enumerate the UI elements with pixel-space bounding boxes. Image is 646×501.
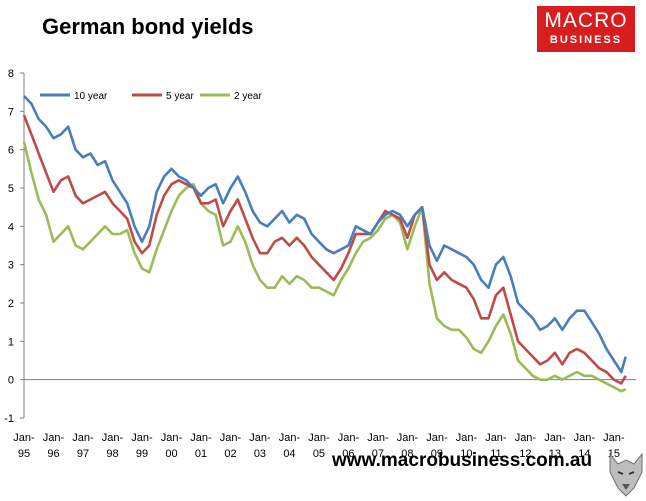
x-tick-label: 11 (490, 448, 501, 460)
x-tick-label: 13 (549, 448, 561, 460)
x-tick-label: 09 (431, 448, 443, 460)
macrobusiness-logo: MACRO BUSINESS (537, 6, 635, 52)
logo-line1: MACRO (544, 9, 628, 32)
x-tick-label: Jan- (161, 432, 183, 444)
logo-line2: BUSINESS (549, 34, 623, 46)
x-tick-label: 95 (18, 448, 30, 460)
x-tick-label: Jan- (544, 432, 566, 444)
y-tick-label: 3 (8, 260, 14, 272)
series-line-2-year (22, 141, 627, 393)
y-tick-label: 2 (8, 298, 14, 310)
x-tick-label: Jan- (308, 432, 330, 444)
x-tick-label: Jan- (220, 432, 242, 444)
y-tick-label: 5 (8, 183, 14, 195)
legend-label: 5 year (166, 91, 194, 102)
x-tick-label: 07 (372, 448, 384, 460)
x-tick-label: Jan- (43, 432, 65, 444)
legend-label: 10 year (74, 91, 108, 102)
y-tick-label: 8 (8, 68, 14, 80)
y-tick-label: 1 (8, 336, 14, 348)
series-lines (22, 95, 627, 393)
x-tick-label: Jan- (456, 432, 478, 444)
series-line-5-year (22, 114, 627, 385)
x-tick-label: Jan- (279, 432, 301, 444)
x-tick-label: 99 (136, 448, 148, 460)
x-tick-label: 00 (165, 448, 177, 460)
y-tick-label: -1 (4, 413, 14, 425)
x-tick-label: 04 (283, 448, 295, 460)
x-tick-label: Jan- (397, 432, 419, 444)
chart-legend: 10 year 5 year 2 year (40, 91, 262, 102)
x-tick-label: Jan- (249, 432, 271, 444)
legend-label: 2 year (234, 91, 262, 102)
x-tick-label: Jan- (72, 432, 94, 444)
x-tick-label: 02 (224, 448, 236, 460)
y-tick-label: 7 (8, 106, 14, 118)
x-tick-label: 98 (106, 448, 118, 460)
x-tick-label: Jan- (574, 432, 596, 444)
x-tick-label: 06 (342, 448, 354, 460)
x-tick-label: Jan- (131, 432, 153, 444)
x-tick-label: Jan- (603, 432, 625, 444)
x-tick-label: 01 (195, 448, 207, 460)
x-tick-label: 14 (578, 448, 590, 460)
series-line-10-year (23, 95, 627, 374)
x-tick-label: Jan- (367, 432, 389, 444)
x-tick-label: Jan- (426, 432, 448, 444)
y-tick-label: 4 (8, 221, 14, 233)
y-tick-label: 6 (8, 145, 14, 157)
chart-title: German bond yields (42, 14, 254, 39)
x-tick-label: Jan- (102, 432, 124, 444)
footer-url: www.macrobusiness.com.au (332, 450, 593, 471)
y-axis: -1 0 1 2 3 4 5 6 7 8 (4, 68, 25, 425)
y-tick-label: 0 (8, 375, 14, 387)
x-tick-label: 97 (77, 448, 89, 460)
x-tick-label: 10 (460, 448, 472, 460)
x-tick-label: 12 (519, 448, 531, 460)
x-axis: Jan- 95 Jan- 96 Jan- 97 Jan- 98 Jan- 99 Jan- 00 Jan-… (13, 379, 636, 460)
x-tick-label: 03 (254, 448, 266, 460)
x-tick-label: Jan- (13, 432, 35, 444)
x-tick-label: Jan- (485, 432, 507, 444)
x-tick-label: 08 (401, 448, 413, 460)
x-tick-label: 05 (313, 448, 325, 460)
x-tick-label: Jan- (190, 432, 212, 444)
x-tick-label: Jan- (515, 432, 537, 444)
wolf-logo-icon (609, 452, 643, 497)
x-tick-label: Jan- (338, 432, 360, 444)
x-tick-label: 96 (47, 448, 59, 460)
